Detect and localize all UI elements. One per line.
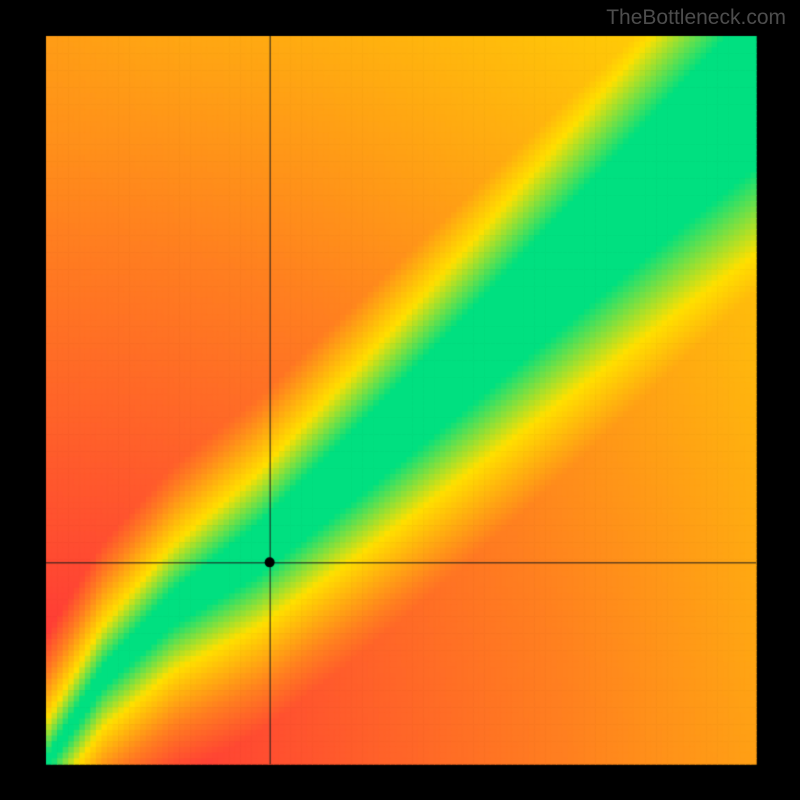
bottleneck-heatmap [0, 0, 800, 800]
watermark: TheBottleneck.com [606, 6, 786, 30]
